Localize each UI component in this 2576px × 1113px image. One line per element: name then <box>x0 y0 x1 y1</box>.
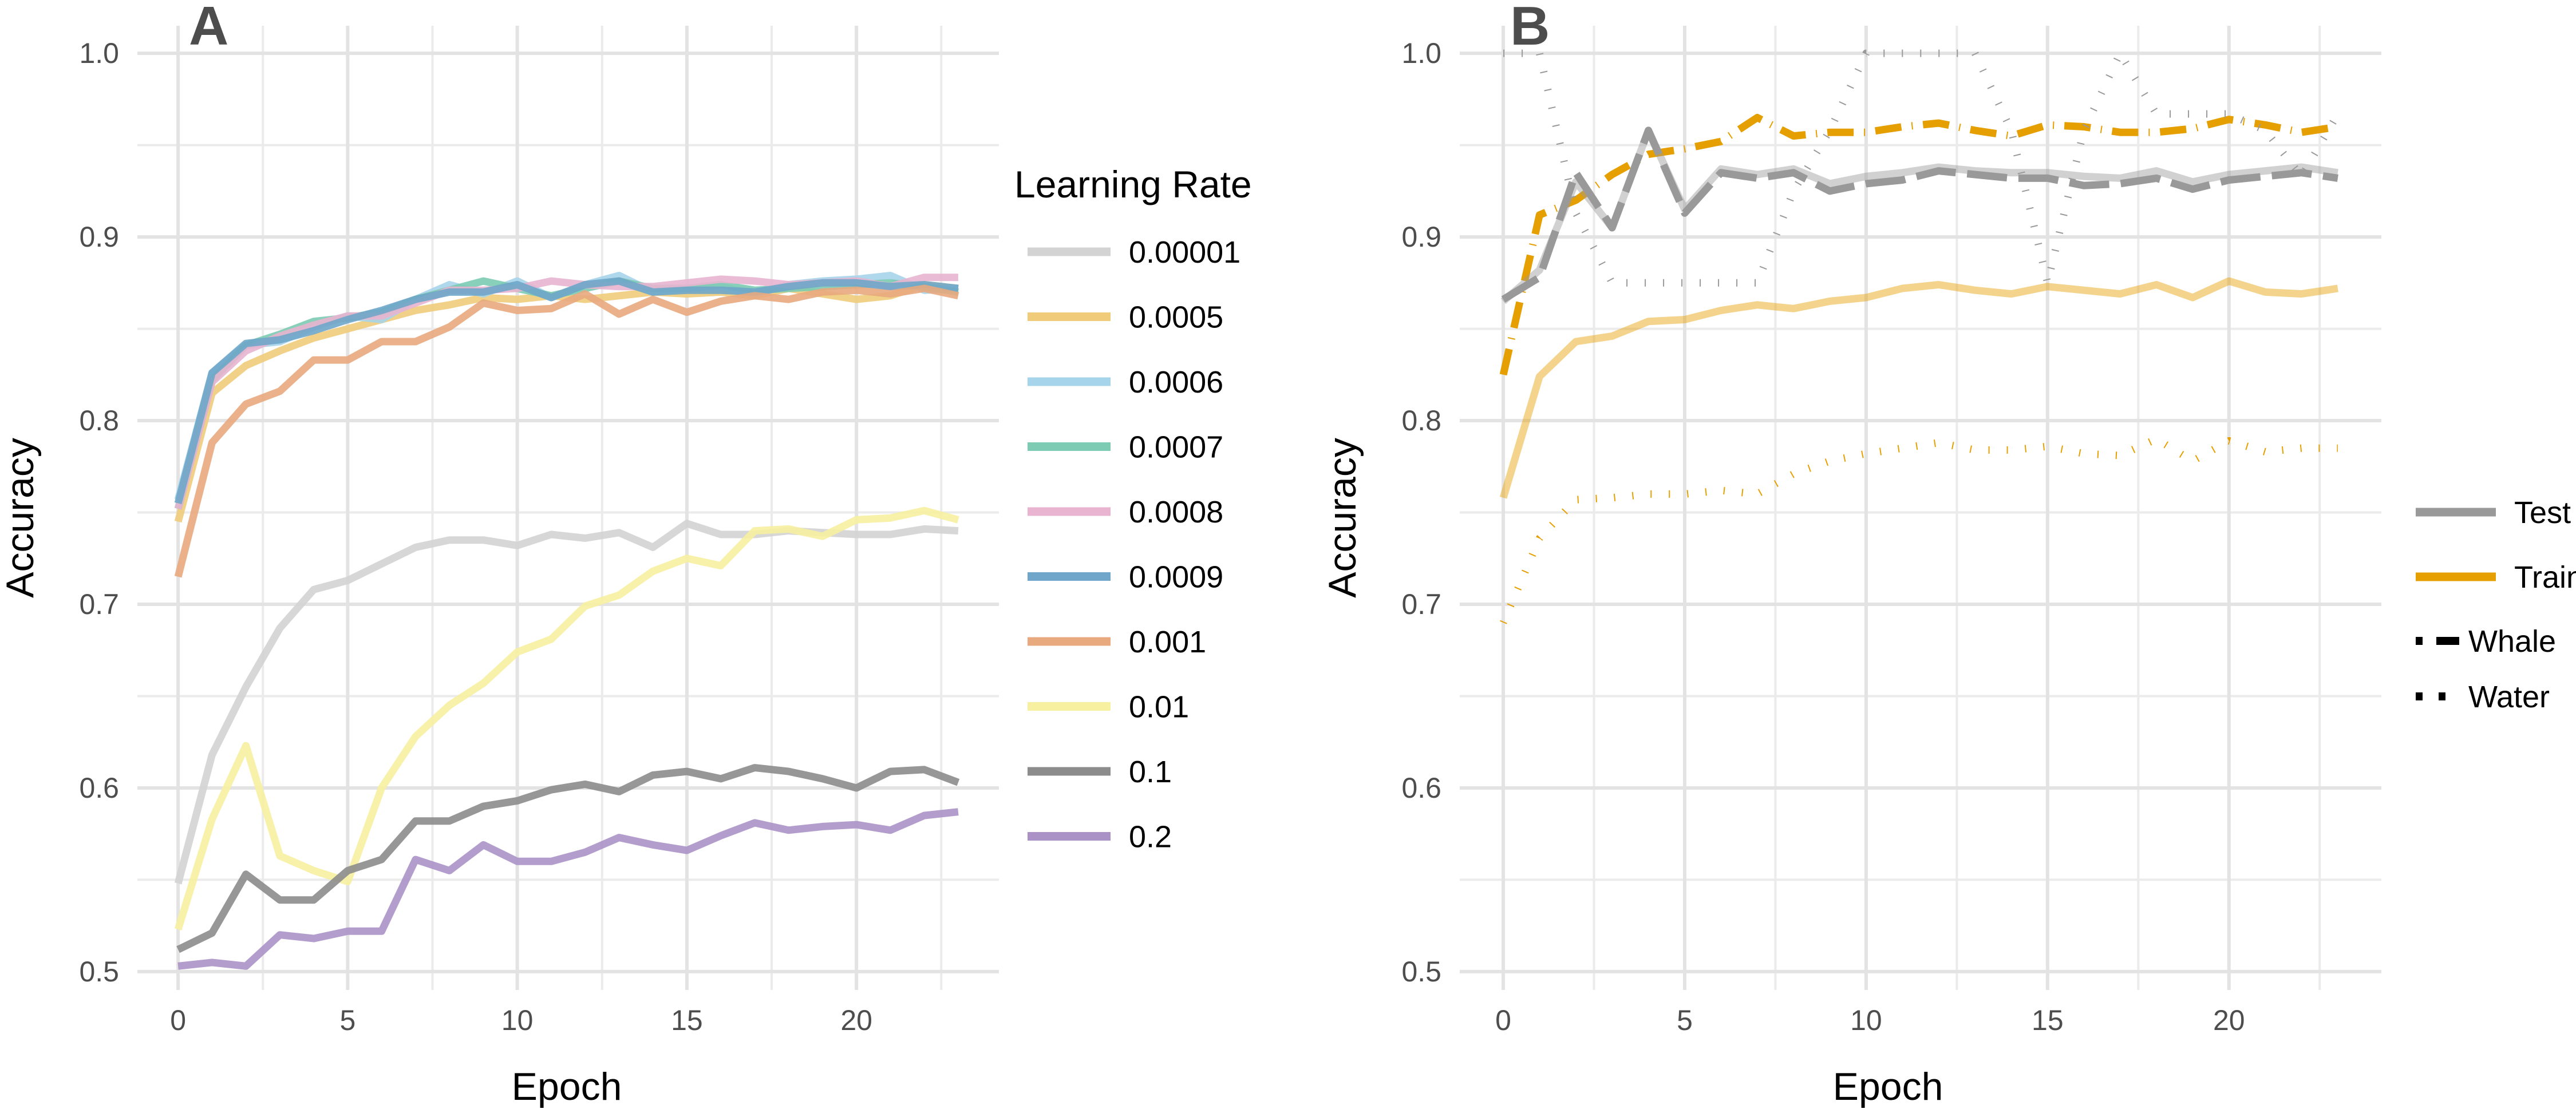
panel-a-x-axis-label: Epoch <box>512 1065 622 1108</box>
panel-b-x-tick-label: 20 <box>2213 1004 2245 1036</box>
legend-label-lr-0.001: 0.001 <box>1129 625 1206 659</box>
panel-a: 0.5 0.6 0.7 0.8 0.9 1.0 0 5 10 15 20 A Epoch Accu… <box>0 0 1252 1108</box>
series-line-lr-0.0005 <box>174 281 959 523</box>
panel-a-x-tick-label: 0 <box>170 1004 186 1036</box>
legend-label-lr-0.0005: 0.0005 <box>1129 300 1223 335</box>
legend-label-lr-0.0008: 0.0008 <box>1129 495 1223 529</box>
panel-b-legend: Test Train Whale Water <box>2416 496 2576 714</box>
series-line-lr-0.01 <box>174 506 959 931</box>
panel-b-x-tick-label: 15 <box>2032 1004 2064 1036</box>
panel-a-y-tick-label: 0.5 <box>79 956 119 988</box>
panel-a-tag: A <box>189 0 228 57</box>
panel-b-x-axis-label: Epoch <box>1833 1065 1943 1108</box>
panel-a-x-tick-labels: 0 5 10 15 20 <box>170 1004 872 1036</box>
panel-a-gridlines <box>137 26 999 990</box>
series-line-lr-0.00001 <box>174 520 959 885</box>
panel-a-series <box>174 272 960 970</box>
legend-label-lr-0.00001: 0.00001 <box>1129 235 1240 270</box>
legend-label-test: Test <box>2514 496 2571 530</box>
series-line-train-solid <box>1499 277 2338 499</box>
panel-b-y-tick-label: 0.5 <box>1401 956 1441 988</box>
panel-a-y-tick-label: 0.8 <box>79 405 119 437</box>
series-line-lr-0.001 <box>174 284 959 578</box>
panel-b-y-tick-label: 0.8 <box>1401 405 1441 437</box>
panel-a-x-tick-label: 20 <box>840 1004 872 1036</box>
series-line-train-dotted <box>1500 435 2338 624</box>
panel-a-x-tick-label: 10 <box>501 1004 534 1036</box>
legend-label-water: Water <box>2468 680 2550 714</box>
panel-b-x-tick-label: 10 <box>1850 1004 1882 1036</box>
panel-b-y-tick-label: 1.0 <box>1401 37 1441 69</box>
panel-a-y-tick-labels: 0.5 0.6 0.7 0.8 0.9 1.0 <box>79 37 119 988</box>
legend-label-lr-0.0007: 0.0007 <box>1129 430 1223 465</box>
series-line-lr-0.2 <box>177 808 959 970</box>
legend-label-lr-0.0006: 0.0006 <box>1129 365 1223 399</box>
series-line-lr-0.0007 <box>174 277 959 510</box>
panel-b-x-tick-label: 0 <box>1495 1004 1511 1036</box>
panel-b: 0.5 0.6 0.7 0.8 0.9 1.0 0 5 10 15 20 B Epoch Accu… <box>1321 0 2576 1108</box>
panel-a-y-tick-label: 0.9 <box>79 221 119 253</box>
panel-b-y-axis-label: Accuracy <box>1321 438 1364 598</box>
panel-a-y-tick-label: 1.0 <box>79 37 119 69</box>
legend-label-whale: Whale <box>2468 624 2556 659</box>
legend-label-lr-0.1: 0.1 <box>1129 755 1172 789</box>
legend-label-lr-0.2: 0.2 <box>1129 820 1172 854</box>
panel-b-y-tick-label: 0.9 <box>1401 221 1441 253</box>
panel-b-tag: B <box>1510 0 1550 57</box>
legend-label-train: Train <box>2514 560 2576 595</box>
panel-b-series <box>1499 49 2341 624</box>
legend-label-lr-0.0009: 0.0009 <box>1129 560 1223 595</box>
series-line-train-dotdash <box>1499 114 2338 376</box>
series-line-lr-0.0006 <box>174 272 959 501</box>
panel-a-legend: Learning Rate 0.00001 0.0005 0.0006 0.0007 0… <box>1014 163 1252 854</box>
panel-b-y-tick-label: 0.6 <box>1401 772 1441 804</box>
series-line-lr-0.0008 <box>174 274 958 510</box>
series-line-lr-0.1 <box>176 764 960 953</box>
series-line-test-dotted <box>1503 49 2341 287</box>
panel-a-x-tick-label: 5 <box>339 1004 355 1036</box>
panel-b-x-tick-label: 5 <box>1677 1004 1693 1036</box>
panel-a-y-tick-label: 0.7 <box>79 588 119 620</box>
panel-b-x-tick-labels: 0 5 10 15 20 <box>1495 1004 2245 1036</box>
panel-a-y-axis-label: Accuracy <box>0 438 42 598</box>
series-line-test-longdash <box>1501 126 2338 303</box>
panel-b-gridlines <box>1460 26 2381 990</box>
panel-a-y-tick-label: 0.6 <box>79 772 119 804</box>
panel-b-y-tick-label: 0.7 <box>1401 588 1441 620</box>
legend-title: Learning Rate <box>1014 163 1252 205</box>
series-line-test-solid <box>1500 126 2338 304</box>
panel-b-y-tick-labels: 0.5 0.6 0.7 0.8 0.9 1.0 <box>1401 37 1441 988</box>
series-line-lr-0.0009 <box>174 277 959 505</box>
panel-a-x-tick-label: 15 <box>671 1004 703 1036</box>
legend-label-lr-0.01: 0.01 <box>1129 690 1189 724</box>
